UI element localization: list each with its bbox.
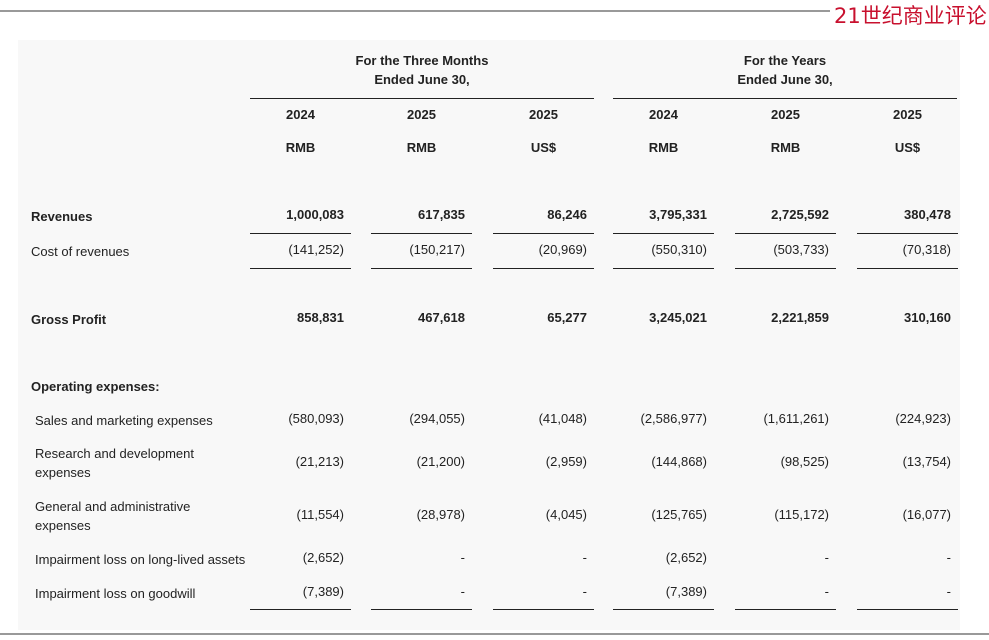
cell: - bbox=[582, 550, 587, 565]
cell: 3,245,021 bbox=[649, 310, 707, 325]
cell-rule bbox=[613, 609, 714, 610]
cell: (13,754) bbox=[902, 454, 951, 469]
cell: (70,318) bbox=[902, 242, 951, 257]
group-header: Ended June 30, bbox=[737, 72, 833, 87]
logo: 21世纪商业评论 bbox=[834, 4, 987, 28]
cell-rule bbox=[493, 233, 594, 234]
cell: (2,959) bbox=[545, 454, 587, 469]
cell-rule bbox=[735, 233, 836, 234]
cell: 380,478 bbox=[904, 207, 951, 222]
cell: 86,246 bbox=[547, 207, 587, 222]
cell-rule bbox=[250, 233, 351, 234]
cell: 65,277 bbox=[547, 310, 587, 325]
row-label: Sales and marketing expenses bbox=[35, 413, 213, 428]
group-header: Ended June 30, bbox=[374, 72, 470, 87]
cell: (150,217) bbox=[409, 242, 465, 257]
year-header: 2025 bbox=[407, 107, 436, 122]
cell-rule bbox=[857, 609, 958, 610]
group-header: For the Three Months bbox=[355, 53, 489, 68]
currency-header: US$ bbox=[530, 140, 557, 155]
row-label: Research and development expenses bbox=[35, 446, 194, 480]
cell: (28,978) bbox=[416, 507, 465, 522]
cell: (115,172) bbox=[774, 507, 829, 522]
cell: (16,077) bbox=[902, 507, 951, 522]
bottom-rule bbox=[0, 633, 989, 635]
table-background bbox=[18, 40, 960, 630]
cell: (144,868) bbox=[651, 454, 707, 469]
cell: (1,611,261) bbox=[763, 411, 829, 426]
cell: - bbox=[946, 550, 951, 565]
year-header: 2024 bbox=[649, 107, 678, 122]
cell: (550,310) bbox=[651, 242, 707, 257]
cell: - bbox=[460, 584, 465, 599]
cell: (2,586,977) bbox=[640, 411, 708, 426]
cell-rule bbox=[493, 268, 594, 269]
cell-rule bbox=[371, 609, 472, 610]
row-label: Impairment loss on goodwill bbox=[35, 586, 196, 601]
top-rule bbox=[0, 10, 830, 12]
cell: (20,969) bbox=[538, 242, 587, 257]
cell: 617,835 bbox=[418, 207, 465, 222]
cell: 3,795,331 bbox=[649, 207, 707, 222]
header-rule bbox=[250, 98, 594, 99]
currency-header: RMB bbox=[648, 140, 679, 155]
cell: (7,389) bbox=[302, 584, 344, 599]
currency-header: RMB bbox=[285, 140, 316, 155]
cell: (224,923) bbox=[895, 411, 951, 426]
cell: 858,831 bbox=[297, 310, 344, 325]
cell: (21,213) bbox=[295, 454, 344, 469]
cell: - bbox=[460, 550, 465, 565]
cell: - bbox=[582, 584, 587, 599]
year-header: 2024 bbox=[286, 107, 315, 122]
cell: (11,554) bbox=[296, 507, 344, 522]
cell: 1,000,083 bbox=[286, 207, 344, 222]
cell: 2,221,859 bbox=[771, 310, 829, 325]
cell-rule bbox=[613, 268, 714, 269]
cell: (2,652) bbox=[665, 550, 707, 565]
row-label: Revenues bbox=[31, 209, 93, 224]
cell-rule bbox=[250, 268, 351, 269]
currency-header: US$ bbox=[894, 140, 921, 155]
cell: 467,618 bbox=[418, 310, 465, 325]
cell: (7,389) bbox=[665, 584, 707, 599]
cell: (4,045) bbox=[545, 507, 587, 522]
cell: 310,160 bbox=[904, 310, 951, 325]
cell-rule bbox=[735, 268, 836, 269]
cell-rule bbox=[613, 233, 714, 234]
cell: - bbox=[824, 584, 829, 599]
row-label: Gross Profit bbox=[31, 312, 107, 327]
cell-rule bbox=[371, 233, 472, 234]
cell: - bbox=[824, 550, 829, 565]
currency-header: RMB bbox=[770, 140, 801, 155]
row-label: General and administrative expenses bbox=[35, 499, 191, 533]
cell-rule bbox=[250, 609, 351, 610]
header-rule bbox=[613, 98, 957, 99]
cell: (141,252) bbox=[288, 242, 344, 257]
year-header: 2025 bbox=[893, 107, 922, 122]
cell: (2,652) bbox=[302, 550, 344, 565]
cell-rule bbox=[371, 268, 472, 269]
cell-rule bbox=[493, 609, 594, 610]
row-label: Operating expenses: bbox=[31, 379, 160, 394]
cell: (294,055) bbox=[409, 411, 465, 426]
cell-rule bbox=[857, 233, 958, 234]
cell: (125,765) bbox=[651, 507, 707, 522]
row-label: Impairment loss on long-lived assets bbox=[35, 552, 246, 567]
cell: 2,725,592 bbox=[771, 207, 829, 222]
cell-rule bbox=[735, 609, 836, 610]
cell: (98,525) bbox=[780, 454, 829, 469]
group-header: For the Years bbox=[743, 53, 827, 68]
row-label: Cost of revenues bbox=[31, 244, 130, 259]
year-header: 2025 bbox=[771, 107, 800, 122]
cell-rule bbox=[857, 268, 958, 269]
cell: (21,200) bbox=[416, 454, 465, 469]
cell: (41,048) bbox=[538, 411, 587, 426]
cell: - bbox=[946, 584, 951, 599]
year-header: 2025 bbox=[529, 107, 558, 122]
cell: (503,733) bbox=[773, 242, 829, 257]
currency-header: RMB bbox=[406, 140, 437, 155]
cell: (580,093) bbox=[288, 411, 344, 426]
